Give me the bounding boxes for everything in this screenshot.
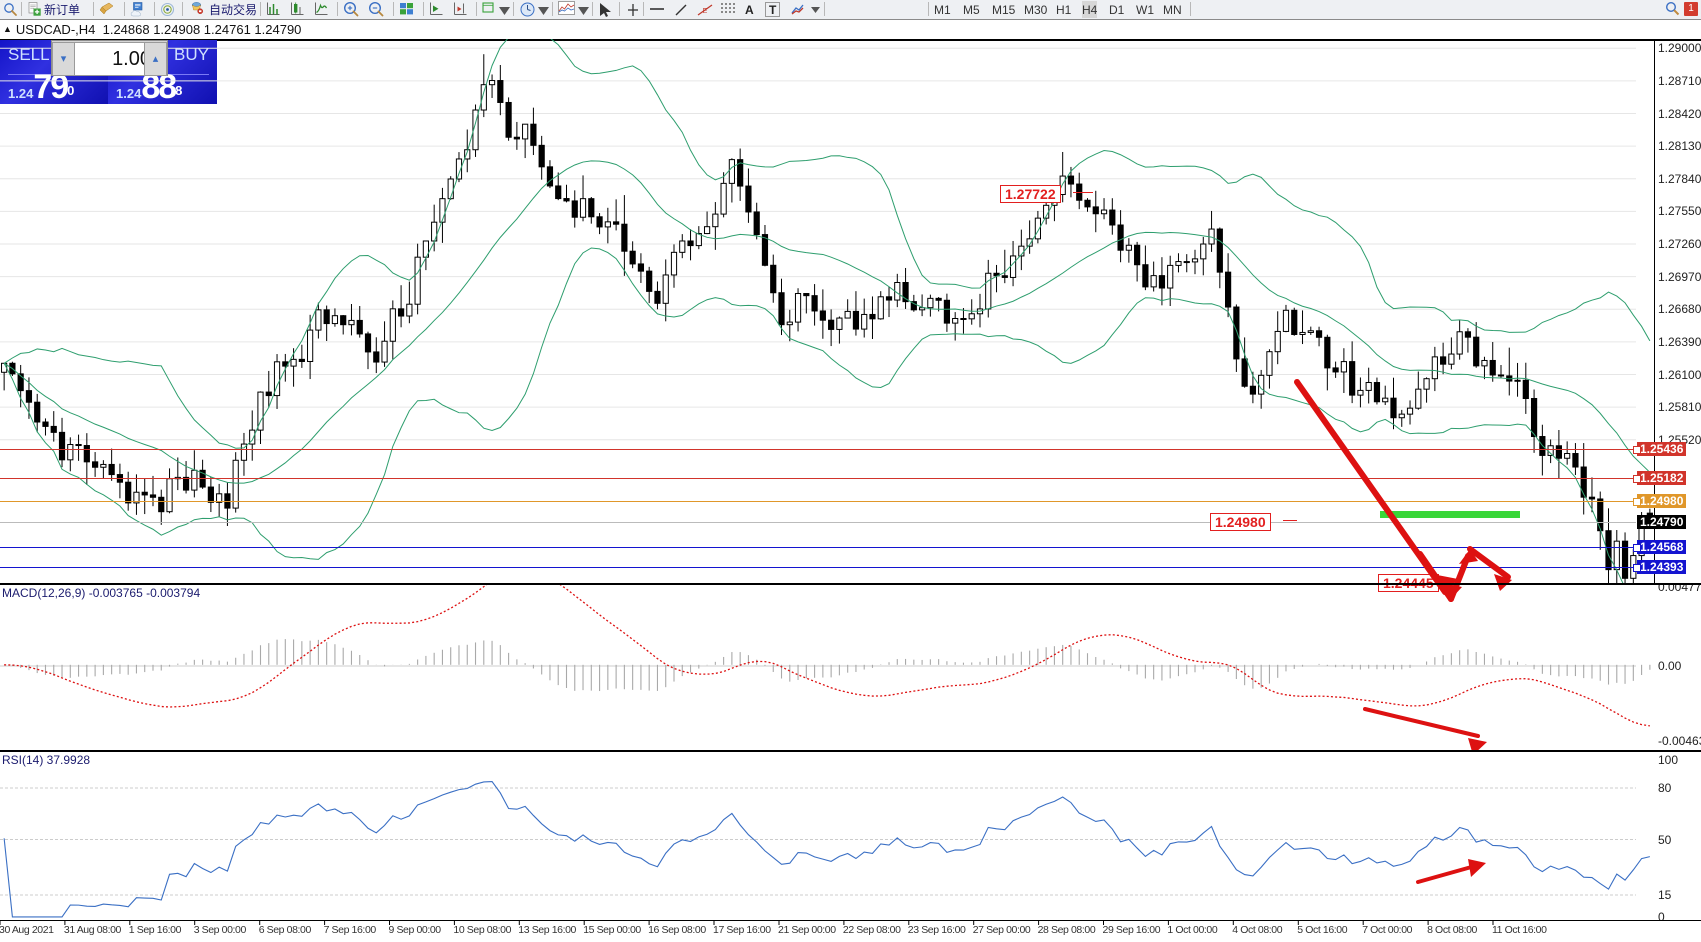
svg-text:E: E [703,8,708,15]
